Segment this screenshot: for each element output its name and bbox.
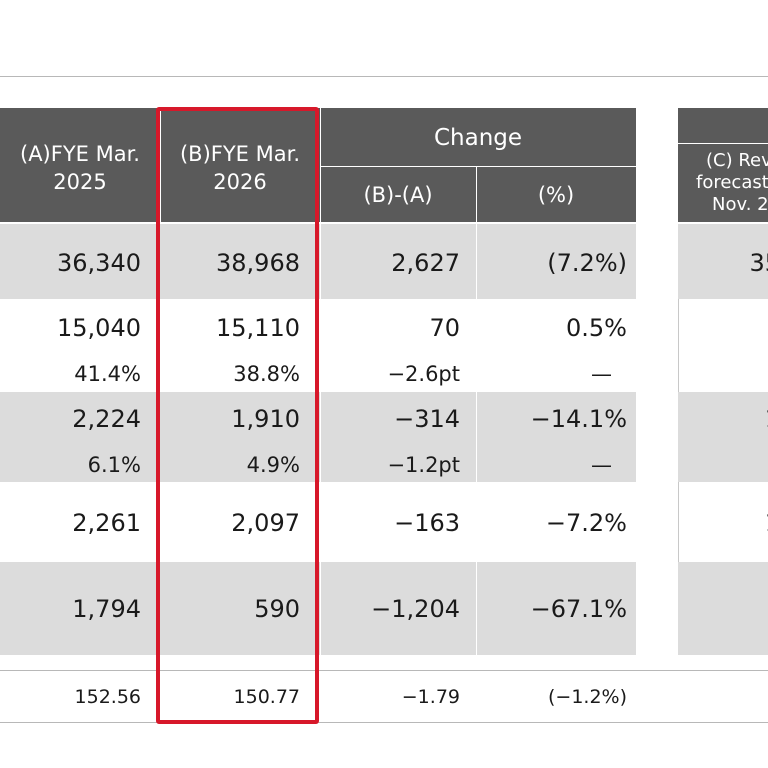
footer-b: 150.77 bbox=[233, 686, 300, 708]
footer-pct: (−1.2%) bbox=[547, 686, 627, 708]
column-header-b: (B)FYE Mar. 2026 bbox=[160, 140, 320, 196]
change-pct-header: (%) bbox=[537, 183, 575, 207]
body-divider bbox=[320, 224, 321, 655]
column-header-c-text: (C) Rev forecasts Nov. 2 bbox=[682, 150, 768, 216]
footer-rule bbox=[0, 722, 768, 723]
cell-b: 38,968 bbox=[216, 249, 300, 277]
column-header-c bbox=[678, 108, 768, 222]
row-band-c bbox=[678, 224, 768, 299]
top-rule bbox=[0, 76, 768, 77]
header-divider bbox=[160, 108, 161, 222]
cell-diff: −1,204 bbox=[371, 595, 460, 623]
cell-a: 2,224 bbox=[72, 405, 141, 433]
column-header-a-line2: 2025 bbox=[53, 170, 107, 194]
cell-a: 36,340 bbox=[57, 249, 141, 277]
cell-pct: −14.1% bbox=[530, 405, 627, 433]
cell-pct: (7.2%) bbox=[547, 249, 627, 277]
right-table-border bbox=[678, 482, 679, 562]
cell-c: 1 bbox=[680, 405, 768, 433]
column-header-c-line2: forecasts bbox=[696, 172, 768, 193]
cell-b: 38.8% bbox=[233, 362, 300, 386]
cell-c: 1 bbox=[680, 509, 768, 537]
column-header-c-line3: Nov. 2 bbox=[712, 194, 768, 215]
header-divider bbox=[320, 108, 321, 222]
cell-pct: −67.1% bbox=[530, 595, 627, 623]
change-diff-header: (B)-(A) bbox=[363, 183, 433, 207]
highlight-box bbox=[156, 107, 319, 724]
cell-diff: −314 bbox=[394, 405, 460, 433]
cell-b: 2,097 bbox=[231, 509, 300, 537]
cell-pct: 0.5% bbox=[566, 314, 627, 342]
column-header-a-line1: (A)FYE Mar. bbox=[20, 142, 140, 166]
cell-pct: −7.2% bbox=[545, 509, 627, 537]
header-divider bbox=[320, 166, 636, 167]
cell-b: 15,110 bbox=[216, 314, 300, 342]
header-divider bbox=[476, 167, 477, 222]
cell-a: 41.4% bbox=[74, 362, 141, 386]
cell-c: 35 bbox=[749, 249, 768, 277]
cell-a: 6.1% bbox=[87, 453, 141, 477]
cell-diff: −163 bbox=[394, 509, 460, 537]
row-band-c bbox=[678, 392, 768, 482]
cell-diff: −1.2pt bbox=[387, 453, 460, 477]
cell-pct: — bbox=[591, 362, 612, 386]
column-header-a: (A)FYE Mar. 2025 bbox=[0, 140, 160, 196]
cell-a: 2,261 bbox=[72, 509, 141, 537]
cell-b: 1,910 bbox=[231, 405, 300, 433]
column-header-b-line1: (B)FYE Mar. bbox=[179, 142, 300, 166]
cell-b: 4.9% bbox=[246, 453, 300, 477]
footer-a: 152.56 bbox=[74, 686, 141, 708]
column-header-c-divider bbox=[678, 143, 768, 144]
footer-diff: −1.79 bbox=[401, 686, 460, 708]
column-header-b-line2: 2026 bbox=[213, 170, 267, 194]
cell-diff: −2.6pt bbox=[387, 362, 460, 386]
cell-diff: 2,627 bbox=[391, 249, 460, 277]
change-header: Change bbox=[433, 125, 523, 151]
body-divider bbox=[476, 224, 477, 655]
cell-a: 1,794 bbox=[72, 595, 141, 623]
cell-pct: — bbox=[591, 453, 612, 477]
row-band-c bbox=[678, 562, 768, 655]
cell-b: 590 bbox=[254, 595, 300, 623]
cell-diff: 70 bbox=[429, 314, 460, 342]
cell-a: 15,040 bbox=[57, 314, 141, 342]
footer-rule bbox=[0, 670, 768, 671]
column-header-c-line1: (C) Rev bbox=[706, 150, 768, 171]
right-table-border bbox=[678, 299, 679, 392]
